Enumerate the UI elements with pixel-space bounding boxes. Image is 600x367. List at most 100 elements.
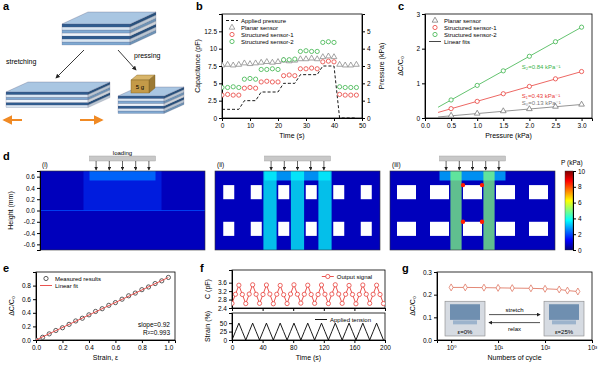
tick-label: 120 bbox=[319, 344, 330, 351]
data-point bbox=[248, 76, 252, 80]
tick-label: 160 bbox=[349, 344, 360, 351]
tick-label: 0 bbox=[416, 115, 420, 122]
layer-front bbox=[62, 27, 130, 30]
inset-label: relax bbox=[508, 326, 521, 332]
tick-label: 0.5 bbox=[447, 122, 456, 129]
data-point bbox=[286, 58, 292, 63]
tick: 4 bbox=[573, 215, 582, 222]
data-point bbox=[231, 85, 235, 89]
tick-mark bbox=[142, 340, 143, 343]
data-point bbox=[265, 67, 269, 71]
tick-label: 0.0 bbox=[32, 344, 41, 351]
tick: 3.0 bbox=[578, 118, 587, 129]
axis: 0.00.20.40.60.8 bbox=[22, 273, 37, 344]
hole bbox=[529, 185, 548, 199]
data-point bbox=[354, 85, 358, 89]
data-point bbox=[315, 49, 319, 53]
inset-screen bbox=[549, 304, 579, 320]
axis: 0123 bbox=[416, 11, 425, 122]
field-background bbox=[40, 171, 205, 250]
tick-mark bbox=[582, 118, 583, 121]
tick-label: 0 bbox=[367, 115, 371, 122]
tick bbox=[263, 308, 264, 311]
tick-label: 2 bbox=[367, 80, 371, 87]
inset-photo: ε=0% bbox=[445, 301, 485, 336]
data-point bbox=[449, 98, 453, 102]
x-axis-title: Time (s) bbox=[279, 132, 304, 140]
layer-front bbox=[62, 24, 130, 27]
tick-mark bbox=[89, 340, 90, 343]
plot-frame bbox=[232, 270, 385, 308]
data-point bbox=[326, 40, 330, 44]
stress-column bbox=[318, 171, 331, 250]
data-point bbox=[287, 73, 291, 77]
legend-label: Structured sensor-2 bbox=[241, 39, 294, 45]
data-point bbox=[237, 283, 241, 287]
load-arrow bbox=[472, 161, 473, 170]
plot-frame bbox=[437, 272, 592, 340]
data-point bbox=[258, 59, 264, 64]
tick-label: 0.2 bbox=[22, 323, 31, 330]
tick: 2 bbox=[416, 45, 425, 52]
tick: 0.6 bbox=[111, 340, 120, 351]
data-point bbox=[303, 56, 309, 61]
arrow bbox=[489, 314, 540, 315]
data-point bbox=[349, 93, 353, 97]
stress-column bbox=[263, 171, 276, 250]
data-point bbox=[304, 67, 308, 71]
tick-label: 25 bbox=[220, 328, 228, 335]
tick-mark bbox=[37, 244, 40, 245]
tick-mark bbox=[263, 308, 264, 311]
tick-mark bbox=[229, 332, 232, 333]
tick-label: 0.0 bbox=[22, 337, 31, 344]
load-arrow bbox=[459, 161, 460, 170]
data-point bbox=[253, 77, 257, 81]
tick-label: -0.4 bbox=[24, 230, 36, 237]
chart-panel: 0.00.20.40.60.81.00.00.20.40.60.8Strain,… bbox=[8, 272, 176, 361]
chart-panel: 10⁰10¹10²10³0.00.10.20.3Numbers of cycle… bbox=[409, 269, 598, 362]
tick-label: 0 bbox=[221, 122, 225, 129]
data-point bbox=[302, 292, 306, 296]
tick-mark bbox=[434, 295, 437, 296]
tick-label: 2.0 bbox=[525, 122, 534, 129]
stress-spot bbox=[480, 183, 484, 187]
tick-mark bbox=[293, 340, 294, 343]
fit-line bbox=[438, 27, 582, 107]
tick: 3 bbox=[416, 11, 425, 18]
legend: Measured resultsLinear fit bbox=[40, 276, 101, 289]
tick-mark bbox=[434, 272, 437, 273]
data-point bbox=[565, 287, 569, 294]
plot-area bbox=[36, 275, 170, 340]
tick-mark bbox=[385, 340, 386, 343]
data-point bbox=[347, 283, 351, 287]
layer-front bbox=[62, 30, 130, 33]
layer-top bbox=[62, 12, 156, 24]
tick-mark bbox=[33, 340, 36, 341]
tick-mark bbox=[434, 317, 437, 318]
load-arrow bbox=[96, 161, 97, 170]
fit-line bbox=[438, 72, 582, 113]
layer-front bbox=[118, 109, 164, 112]
legend-entry: Structured sensor-1 bbox=[433, 25, 497, 31]
tick: 1.0 bbox=[164, 340, 173, 351]
data-point bbox=[337, 85, 341, 89]
tick-mark bbox=[362, 118, 365, 119]
tick: 25 bbox=[220, 328, 232, 335]
tick: 160 bbox=[349, 340, 360, 351]
hole bbox=[361, 185, 372, 199]
data-point bbox=[278, 283, 282, 287]
tick-mark bbox=[324, 308, 325, 311]
tick bbox=[293, 308, 294, 311]
weight-side bbox=[149, 75, 155, 93]
axis-line bbox=[229, 271, 233, 309]
layer-front bbox=[118, 111, 164, 114]
loading-plate bbox=[265, 156, 331, 161]
hole bbox=[397, 185, 416, 199]
legend-entry: Output signal bbox=[322, 274, 372, 280]
plot-area bbox=[232, 283, 385, 306]
data-point bbox=[553, 77, 557, 81]
tick-label: 0.8 bbox=[138, 344, 147, 351]
tick: 10 bbox=[573, 168, 586, 175]
data-point bbox=[482, 284, 486, 291]
tick-mark bbox=[362, 101, 365, 102]
